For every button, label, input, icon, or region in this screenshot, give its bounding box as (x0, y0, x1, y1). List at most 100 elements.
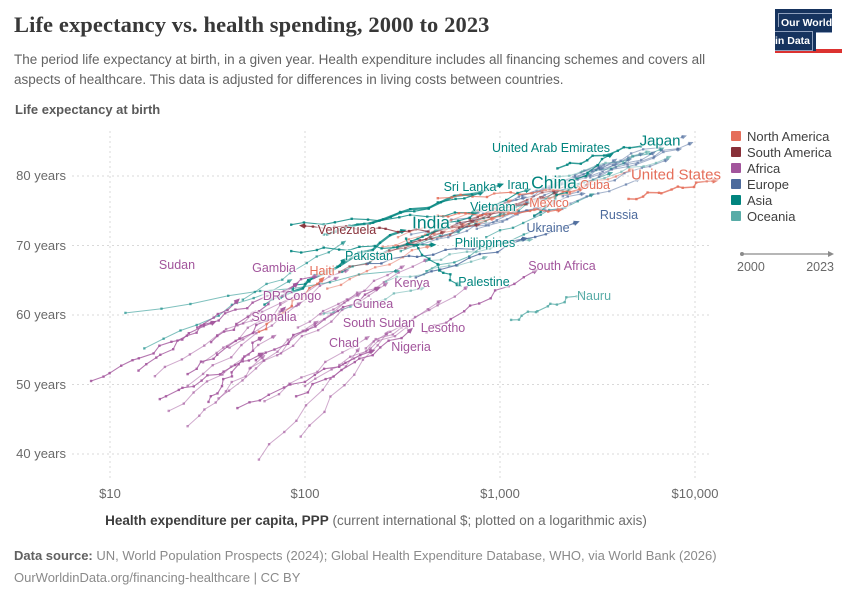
time-end-label: 2023 (806, 260, 834, 274)
country-label-sudan[interactable]: Sudan (158, 258, 196, 272)
x-tick-label: $10 (99, 486, 121, 501)
owid-logo-red-bar (775, 49, 842, 53)
country-label-iran[interactable]: Iran (507, 178, 529, 192)
country-trajectory[interactable] (158, 350, 266, 401)
country-trajectory[interactable] (299, 223, 430, 234)
trajectory (186, 301, 302, 388)
trajectory (569, 155, 672, 189)
country-trajectory[interactable] (409, 186, 532, 243)
x-tick-label: $10,000 (671, 486, 719, 501)
country-label-vietnam[interactable]: Vietnam (470, 200, 516, 214)
country-trajectory[interactable] (556, 137, 652, 170)
country-label-haiti[interactable]: Haiti (309, 264, 335, 278)
trajectory (364, 285, 469, 350)
country-label-ukraine[interactable]: Ukraine (526, 221, 570, 235)
legend-swatch (731, 147, 741, 157)
trajectory (167, 334, 277, 413)
legend-item-asia[interactable]: Asia (731, 193, 772, 208)
country-label-mexico[interactable]: Mexico (529, 196, 569, 210)
country-trajectory[interactable] (627, 178, 719, 201)
country-trajectory[interactable] (322, 189, 486, 236)
country-trajectory[interactable] (436, 206, 564, 218)
trajectory (143, 279, 293, 350)
legend-item-africa[interactable]: Africa (731, 160, 781, 176)
time-axis-labels: 2000 2023 (737, 260, 834, 274)
trajectory (362, 223, 481, 260)
country-label-united-states[interactable]: United States (630, 166, 722, 184)
country-trajectory[interactable] (196, 273, 320, 329)
trajectory (506, 158, 618, 204)
country-label-pakistan[interactable]: Pakistan (345, 249, 393, 263)
gridlines (72, 131, 712, 479)
time-arrow (740, 251, 834, 257)
legend-label: Africa (747, 160, 781, 176)
country-trajectory[interactable] (366, 235, 529, 265)
legend-item-north-america[interactable]: North America (731, 128, 830, 144)
country-label-nigeria[interactable]: Nigeria (391, 340, 431, 354)
country-label-chad[interactable]: Chad (329, 336, 359, 350)
country-trajectory[interactable] (254, 284, 382, 362)
country-trajectory[interactable] (186, 305, 288, 376)
country-trajectory[interactable] (294, 326, 415, 398)
y-tick-label: 80 years (16, 168, 66, 183)
country-label-palestine[interactable]: Palestine (458, 275, 510, 289)
chart-subtitle: The period life expectancy at birth, in … (14, 52, 706, 88)
data-source-text: UN, World Population Prospects (2024); G… (92, 548, 717, 563)
country-label-united-arab-emirates[interactable]: United Arab Emirates (491, 141, 611, 155)
legend-item-oceania[interactable]: Oceania (731, 208, 796, 224)
legend-swatch (731, 195, 741, 205)
country-trajectory[interactable] (509, 290, 587, 322)
country-label-south-africa[interactable]: South Africa (528, 259, 596, 273)
legend-item-south-america[interactable]: South America (731, 144, 832, 160)
country-label-south-sudan[interactable]: South Sudan (342, 316, 416, 330)
country-trajectory[interactable] (236, 347, 376, 410)
y-tick-label: 50 years (16, 376, 66, 392)
legend-label: South America (747, 144, 832, 160)
owid-logo-line2: in Data (775, 35, 811, 47)
country-trajectory[interactable] (436, 185, 586, 200)
country-label-russia[interactable]: Russia (599, 208, 639, 222)
country-label-guinea[interactable]: Guinea (352, 297, 394, 311)
country-label-lesotho[interactable]: Lesotho (420, 321, 466, 335)
legend-label: Oceania (747, 208, 796, 224)
country-label-venezuela[interactable]: Venezuela (317, 223, 377, 237)
y-tick-label: 40 years (16, 446, 66, 461)
country-label-somalia[interactable]: Somalia (251, 310, 297, 324)
x-axis-title-bold: Health expenditure per capita, PPP (105, 513, 329, 528)
country-label-japan[interactable]: Japan (639, 132, 681, 150)
country-label-sri-lanka[interactable]: Sri Lanka (443, 180, 497, 194)
country-label-cuba[interactable]: Cuba (580, 178, 610, 192)
owid-logo-line1: Our World (781, 17, 833, 29)
x-tick-label: $100 (290, 486, 320, 501)
country-label-nauru[interactable]: Nauru (576, 289, 612, 303)
legend-swatch (731, 211, 741, 221)
country-trajectory[interactable] (533, 151, 615, 217)
country-label-philippines[interactable]: Philippines (454, 236, 516, 250)
country-label-india[interactable]: India (412, 212, 450, 233)
country-trajectory[interactable] (209, 280, 301, 344)
country-trajectory[interactable] (425, 267, 539, 334)
y-tick-label: 60 years (16, 307, 66, 322)
country-label-kenya[interactable]: Kenya (394, 276, 430, 290)
legend-label: North America (747, 128, 830, 144)
legend-swatch (731, 131, 741, 141)
country-label-china[interactable]: China (531, 172, 577, 193)
license-link[interactable]: OurWorldinData.org/financing-healthcare … (14, 569, 301, 585)
x-axis-title: Health expenditure per capita, PPP (curr… (0, 513, 752, 528)
y-axis-unit-label: Life expectancy at birth (15, 102, 161, 117)
country-trajectory[interactable] (207, 334, 265, 404)
legend-swatch (731, 179, 741, 189)
owid-logo-text: Our World in Data (775, 13, 833, 51)
country-label-dr-congo[interactable]: DR Congo (262, 289, 322, 303)
country-label-gambia[interactable]: Gambia (252, 261, 296, 275)
y-tick-label: 70 years (16, 237, 66, 253)
legend-item-europe[interactable]: Europe (731, 177, 789, 192)
trajectory (589, 141, 694, 179)
page-title: Life expectancy vs. health spending, 200… (14, 12, 490, 37)
trajectory (241, 240, 347, 301)
legend-swatch (731, 163, 741, 173)
owid-logo[interactable]: Our World in Data (775, 9, 842, 53)
country-trajectory[interactable] (404, 237, 463, 288)
country-trajectory[interactable] (89, 319, 218, 383)
